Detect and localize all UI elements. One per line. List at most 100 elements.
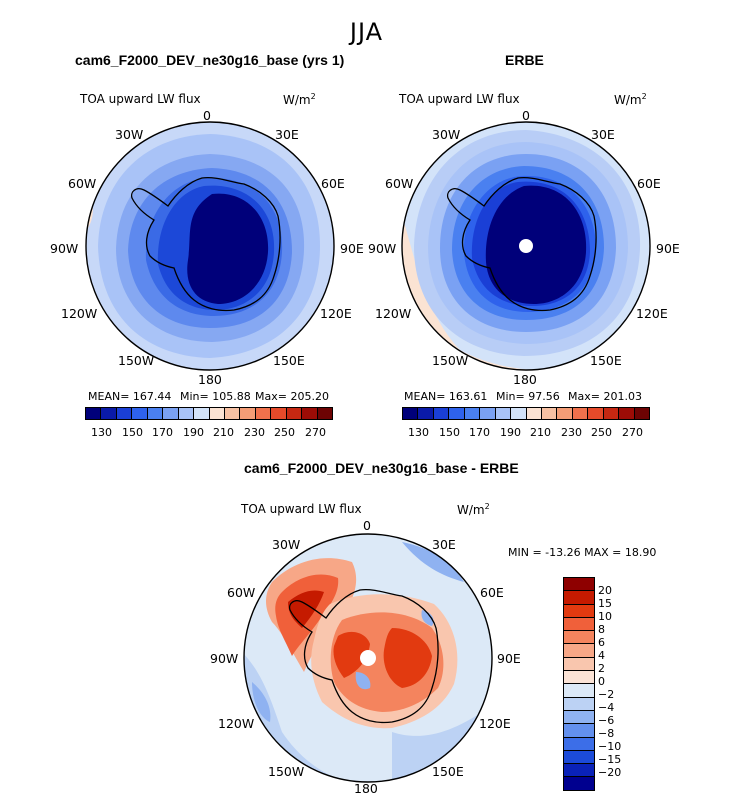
panel-3-variable: TOA upward LW flux <box>241 502 362 516</box>
p3-lon-90e: 90E <box>497 651 521 666</box>
p1-lon-30w: 30W <box>115 127 144 142</box>
panel-2-units: W/m2 <box>614 92 647 107</box>
p1-cb-tick: 130 <box>91 426 112 439</box>
season-title: JJA <box>349 18 384 46</box>
p3-lon-120w: 120W <box>218 716 255 731</box>
ice-sheet-cold <box>187 193 269 304</box>
p1-lon-60w: 60W <box>68 176 97 191</box>
p2-cb-tick: 270 <box>622 426 643 439</box>
panel-1-max: Max= 205.20 <box>255 390 329 403</box>
p2-cb-tick: 210 <box>530 426 551 439</box>
neg-patch-ne-2 <box>402 542 464 582</box>
p1-cb-tick: 210 <box>213 426 234 439</box>
p3-lon-30e: 30E <box>432 537 456 552</box>
panel-1-units-sup: 2 <box>310 92 316 101</box>
p1-lon-90w: 90W <box>50 241 79 256</box>
panel-2-min: Min= 97.56 <box>496 390 560 403</box>
panel-1-colorbar <box>85 407 333 420</box>
panel-2-colorbar <box>402 407 650 420</box>
panel-2-title: ERBE <box>505 52 544 68</box>
panel-1-title: cam6_F2000_DEV_ne30g16_base (yrs 1) <box>75 52 345 68</box>
p2-cb-tick: 250 <box>591 426 612 439</box>
p3-cb-tick: 10 <box>598 610 612 623</box>
panel-2-units-base: W/m <box>614 93 642 107</box>
p3-cb-tick: 6 <box>598 636 605 649</box>
pos-region-ross <box>333 631 370 678</box>
neg-patch-ross <box>355 672 371 690</box>
p2-lon-30e: 30E <box>591 127 615 142</box>
p3-cb-tick: 2 <box>598 662 605 675</box>
panel-1-variable: TOA upward LW flux <box>80 92 201 106</box>
pole-missing-data <box>360 650 376 666</box>
neg-patch-coast <box>421 610 434 626</box>
p1-lon-90e: 90E <box>340 241 364 256</box>
panel-2-polar-map <box>401 121 651 371</box>
p2-lon-120w: 120W <box>375 306 412 321</box>
p3-lon-0: 0 <box>363 518 371 533</box>
p2-lon-120e: 120E <box>636 306 668 321</box>
p1-lon-150e: 150E <box>273 353 305 368</box>
map-border <box>401 121 651 371</box>
p2-lon-180: 180 <box>513 372 537 387</box>
p3-cb-tick: −10 <box>598 740 622 753</box>
panel-2-max: Max= 201.03 <box>568 390 642 403</box>
p3-cb-tick: 20 <box>598 584 612 597</box>
map-border <box>243 533 493 783</box>
p2-lon-30w: 30W <box>432 127 461 142</box>
p3-lon-120e: 120E <box>479 716 511 731</box>
p3-lon-90w: 90W <box>210 651 239 666</box>
p3-cb-tick: −2 <box>598 688 615 701</box>
p3-cb-tick: −15 <box>598 753 622 766</box>
p3-cb-tick: 0 <box>598 675 605 688</box>
p1-lon-0: 0 <box>203 108 211 123</box>
p2-lon-150w: 150W <box>432 353 469 368</box>
panel-1-mean: MEAN= 167.44 <box>88 390 172 403</box>
panel-1-min: Min= 105.88 <box>180 390 251 403</box>
antarctica-coastline <box>446 176 597 312</box>
p2-lon-90e: 90E <box>656 241 680 256</box>
p3-cb-tick: −8 <box>598 727 615 740</box>
pole-missing-data <box>519 239 533 253</box>
p2-lon-60w: 60W <box>385 176 414 191</box>
panel-3-title: cam6_F2000_DEV_ne30g16_base - ERBE <box>244 460 519 476</box>
antarctica-coastline <box>288 588 439 724</box>
p3-cb-tick: −20 <box>598 766 622 779</box>
panel-2-variable: TOA upward LW flux <box>399 92 520 106</box>
p1-cb-tick: 270 <box>305 426 326 439</box>
panel-1-units-base: W/m <box>283 93 311 107</box>
panel-3-colorbar <box>563 577 595 791</box>
p3-cb-tick: −6 <box>598 714 615 727</box>
p2-cb-tick: 170 <box>469 426 490 439</box>
p2-cb-tick: 190 <box>500 426 521 439</box>
p2-cb-tick: 150 <box>439 426 460 439</box>
p3-lon-60e: 60E <box>480 585 504 600</box>
p2-lon-60e: 60E <box>637 176 661 191</box>
p1-cb-tick: 170 <box>152 426 173 439</box>
pos-region-east-antarctic <box>383 628 432 688</box>
panel-2-mean: MEAN= 163.61 <box>404 390 488 403</box>
p3-lon-150w: 150W <box>268 764 305 779</box>
panel-3-units-base: W/m <box>457 503 485 517</box>
p1-cb-tick: 250 <box>274 426 295 439</box>
p3-lon-60w: 60W <box>227 585 256 600</box>
p3-cb-tick: −4 <box>598 701 615 714</box>
p1-lon-150w: 150W <box>118 353 155 368</box>
neg-patch-sw-2 <box>252 682 271 722</box>
p3-cb-tick: 15 <box>598 597 612 610</box>
p1-cb-tick: 190 <box>183 426 204 439</box>
p1-cb-tick: 150 <box>122 426 143 439</box>
p3-lon-180: 180 <box>354 781 378 796</box>
antarctica-coastline <box>130 176 281 312</box>
panel-2-units-sup: 2 <box>641 92 647 101</box>
p2-lon-90w: 90W <box>368 241 397 256</box>
p1-lon-120w: 120W <box>61 306 98 321</box>
panel-1-units: W/m2 <box>283 92 316 107</box>
panel-3-minmax: MIN = -13.26 MAX = 18.90 <box>508 546 657 559</box>
p2-cb-tick: 130 <box>408 426 429 439</box>
map-border <box>85 121 335 371</box>
p2-cb-tick: 230 <box>561 426 582 439</box>
panel-3-polar-map <box>243 533 493 783</box>
p2-lon-0: 0 <box>522 108 530 123</box>
p3-cb-tick: 8 <box>598 623 605 636</box>
panel-1-polar-map <box>85 121 335 371</box>
